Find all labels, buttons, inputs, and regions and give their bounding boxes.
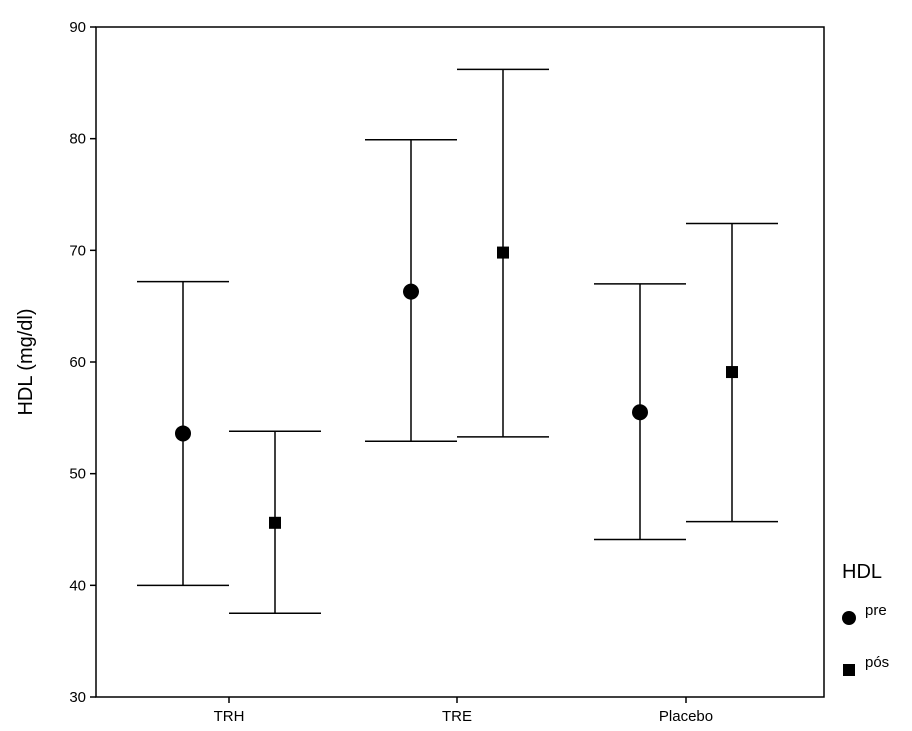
y-axis-title: HDL (mg/dl) xyxy=(15,308,37,415)
legend-label: pós xyxy=(865,654,889,671)
point-marker-circle xyxy=(632,404,648,421)
legend-label: pre xyxy=(865,602,887,619)
plot-frame xyxy=(95,26,825,698)
legend-item-pos: pós xyxy=(843,654,889,676)
legend-marker-square xyxy=(843,664,855,676)
y-tick-label: 30 xyxy=(69,689,86,706)
error-bar-pós-tre xyxy=(457,68,549,438)
x-tick-label: Placebo xyxy=(659,708,713,725)
x-axis: TRH TRE Placebo xyxy=(214,697,713,725)
x-tick-label: TRE xyxy=(442,708,472,725)
error-bar-pre-tre xyxy=(365,139,457,443)
y-tick-label: 50 xyxy=(69,466,86,483)
point-marker-circle xyxy=(403,283,419,300)
y-tick-label: 90 xyxy=(69,19,86,36)
error-bar-pre-placebo xyxy=(594,283,686,541)
y-axis: 30 40 50 60 70 80 90 xyxy=(69,19,96,706)
point-marker-circle xyxy=(175,425,191,442)
plot-marks xyxy=(137,68,778,614)
error-bar-pre-trh xyxy=(137,280,229,587)
y-tick-label: 70 xyxy=(69,242,86,259)
error-bar-pós-placebo xyxy=(686,222,778,523)
point-marker-square xyxy=(726,366,738,379)
legend-item-pre: pre xyxy=(842,602,887,625)
point-marker-square xyxy=(269,516,281,529)
legend-title: HDL xyxy=(842,561,882,583)
y-tick-label: 60 xyxy=(69,354,86,371)
y-tick-label: 40 xyxy=(69,577,86,594)
legend-marker-circle xyxy=(842,611,856,625)
point-marker-square xyxy=(497,246,509,259)
error-bar-pós-trh xyxy=(229,430,321,614)
x-tick-label: TRH xyxy=(214,708,245,725)
y-tick-label: 80 xyxy=(69,131,86,148)
legend: HDL pre pós xyxy=(842,561,889,676)
